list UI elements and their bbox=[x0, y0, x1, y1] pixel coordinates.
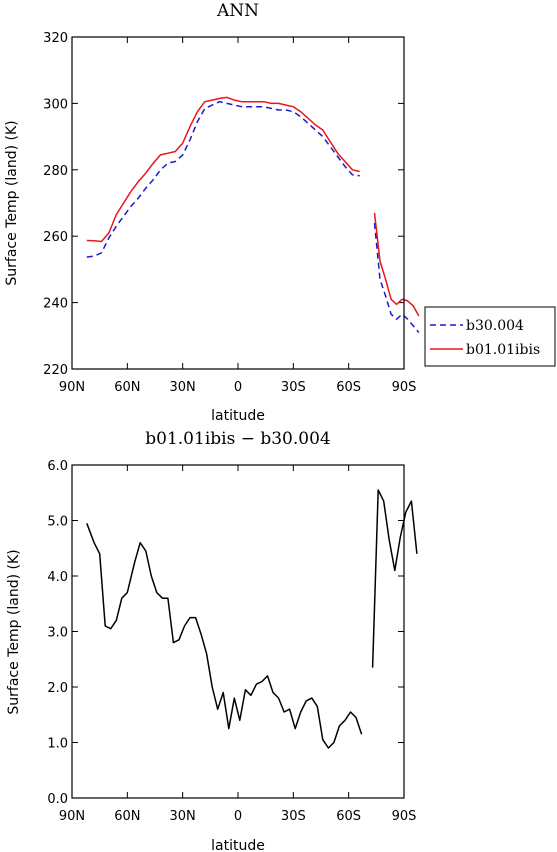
top-series-line-1 bbox=[373, 212, 420, 317]
top-x-tick-label: 30N bbox=[170, 380, 196, 395]
bottom-y-axis-label: Surface Temp (land) (K) bbox=[6, 549, 22, 714]
legend-label-b01-01ibis: b01.01ibis bbox=[466, 342, 540, 358]
bottom-x-ticks: 90N 60N 30N 0 30S 60S 90S bbox=[59, 465, 417, 824]
bottom-series-lines bbox=[86, 489, 418, 749]
top-series-line-1 bbox=[86, 96, 360, 243]
top-y-tick-label: 320 bbox=[43, 31, 68, 46]
top-plot-frame bbox=[71, 36, 405, 370]
legend: b30.004 b01.01ibis bbox=[424, 306, 556, 367]
bottom-x-tick-label: 30S bbox=[281, 809, 306, 824]
top-x-tick-label: 60S bbox=[336, 380, 361, 395]
top-x-tick-label: 90S bbox=[392, 380, 417, 395]
bottom-y-tick-label: 1.0 bbox=[47, 737, 68, 752]
top-x-axis-label: latitude bbox=[211, 408, 265, 424]
bottom-y-tick-label: 5.0 bbox=[47, 515, 68, 530]
bottom-x-axis-label: latitude bbox=[211, 838, 265, 852]
top-y-tick-label: 220 bbox=[43, 363, 68, 378]
legend-box bbox=[424, 306, 556, 367]
top-x-tick-label: 0 bbox=[234, 380, 242, 395]
top-series-lines bbox=[86, 96, 420, 333]
bottom-y-tick-label: 4.0 bbox=[47, 570, 68, 585]
bottom-x-tick-label: 0 bbox=[234, 809, 242, 824]
top-series-line-0 bbox=[373, 222, 420, 333]
bottom-y-ticks: 0.0 1.0 2.0 3.0 4.0 5.0 6.0 bbox=[47, 459, 404, 807]
bottom-x-tick-label: 30N bbox=[170, 809, 196, 824]
bottom-x-tick-label: 90S bbox=[392, 809, 417, 824]
bottom-x-tick-label: 60N bbox=[114, 809, 140, 824]
top-y-ticks: 220 240 260 280 300 320 bbox=[43, 31, 404, 378]
top-y-tick-label: 240 bbox=[43, 297, 68, 312]
legend-label-b30-004: b30.004 bbox=[466, 318, 524, 334]
top-y-tick-label: 280 bbox=[43, 164, 68, 179]
bottom-plot-frame bbox=[71, 464, 405, 799]
bottom-series-line-0 bbox=[371, 489, 418, 668]
top-y-axis-label: Surface Temp (land) (K) bbox=[4, 120, 20, 285]
bottom-y-tick-label: 3.0 bbox=[47, 626, 68, 641]
top-x-tick-label: 60N bbox=[114, 380, 140, 395]
bottom-y-tick-label: 2.0 bbox=[47, 681, 68, 696]
top-x-tick-label: 90N bbox=[59, 380, 85, 395]
bottom-y-tick-label: 6.0 bbox=[47, 459, 68, 474]
top-x-tick-label: 30S bbox=[281, 380, 306, 395]
top-series-line-0 bbox=[86, 100, 360, 258]
top-y-tick-label: 260 bbox=[43, 230, 68, 245]
bottom-series-line-0 bbox=[86, 523, 363, 749]
bottom-x-tick-label: 90N bbox=[59, 809, 85, 824]
top-x-ticks: 90N 60N 30N 0 30S 60S 90S bbox=[59, 37, 417, 395]
bottom-panel: b01.01ibis − b30.004 0.0 1.0 2.0 3.0 4.0 5.0 6… bbox=[6, 429, 418, 852]
bottom-panel-title: b01.01ibis − b30.004 bbox=[145, 429, 330, 449]
top-y-tick-label: 300 bbox=[43, 97, 68, 112]
bottom-y-tick-label: 0.0 bbox=[47, 792, 68, 807]
top-panel-title: ANN bbox=[216, 1, 259, 21]
bottom-x-tick-label: 60S bbox=[336, 809, 361, 824]
